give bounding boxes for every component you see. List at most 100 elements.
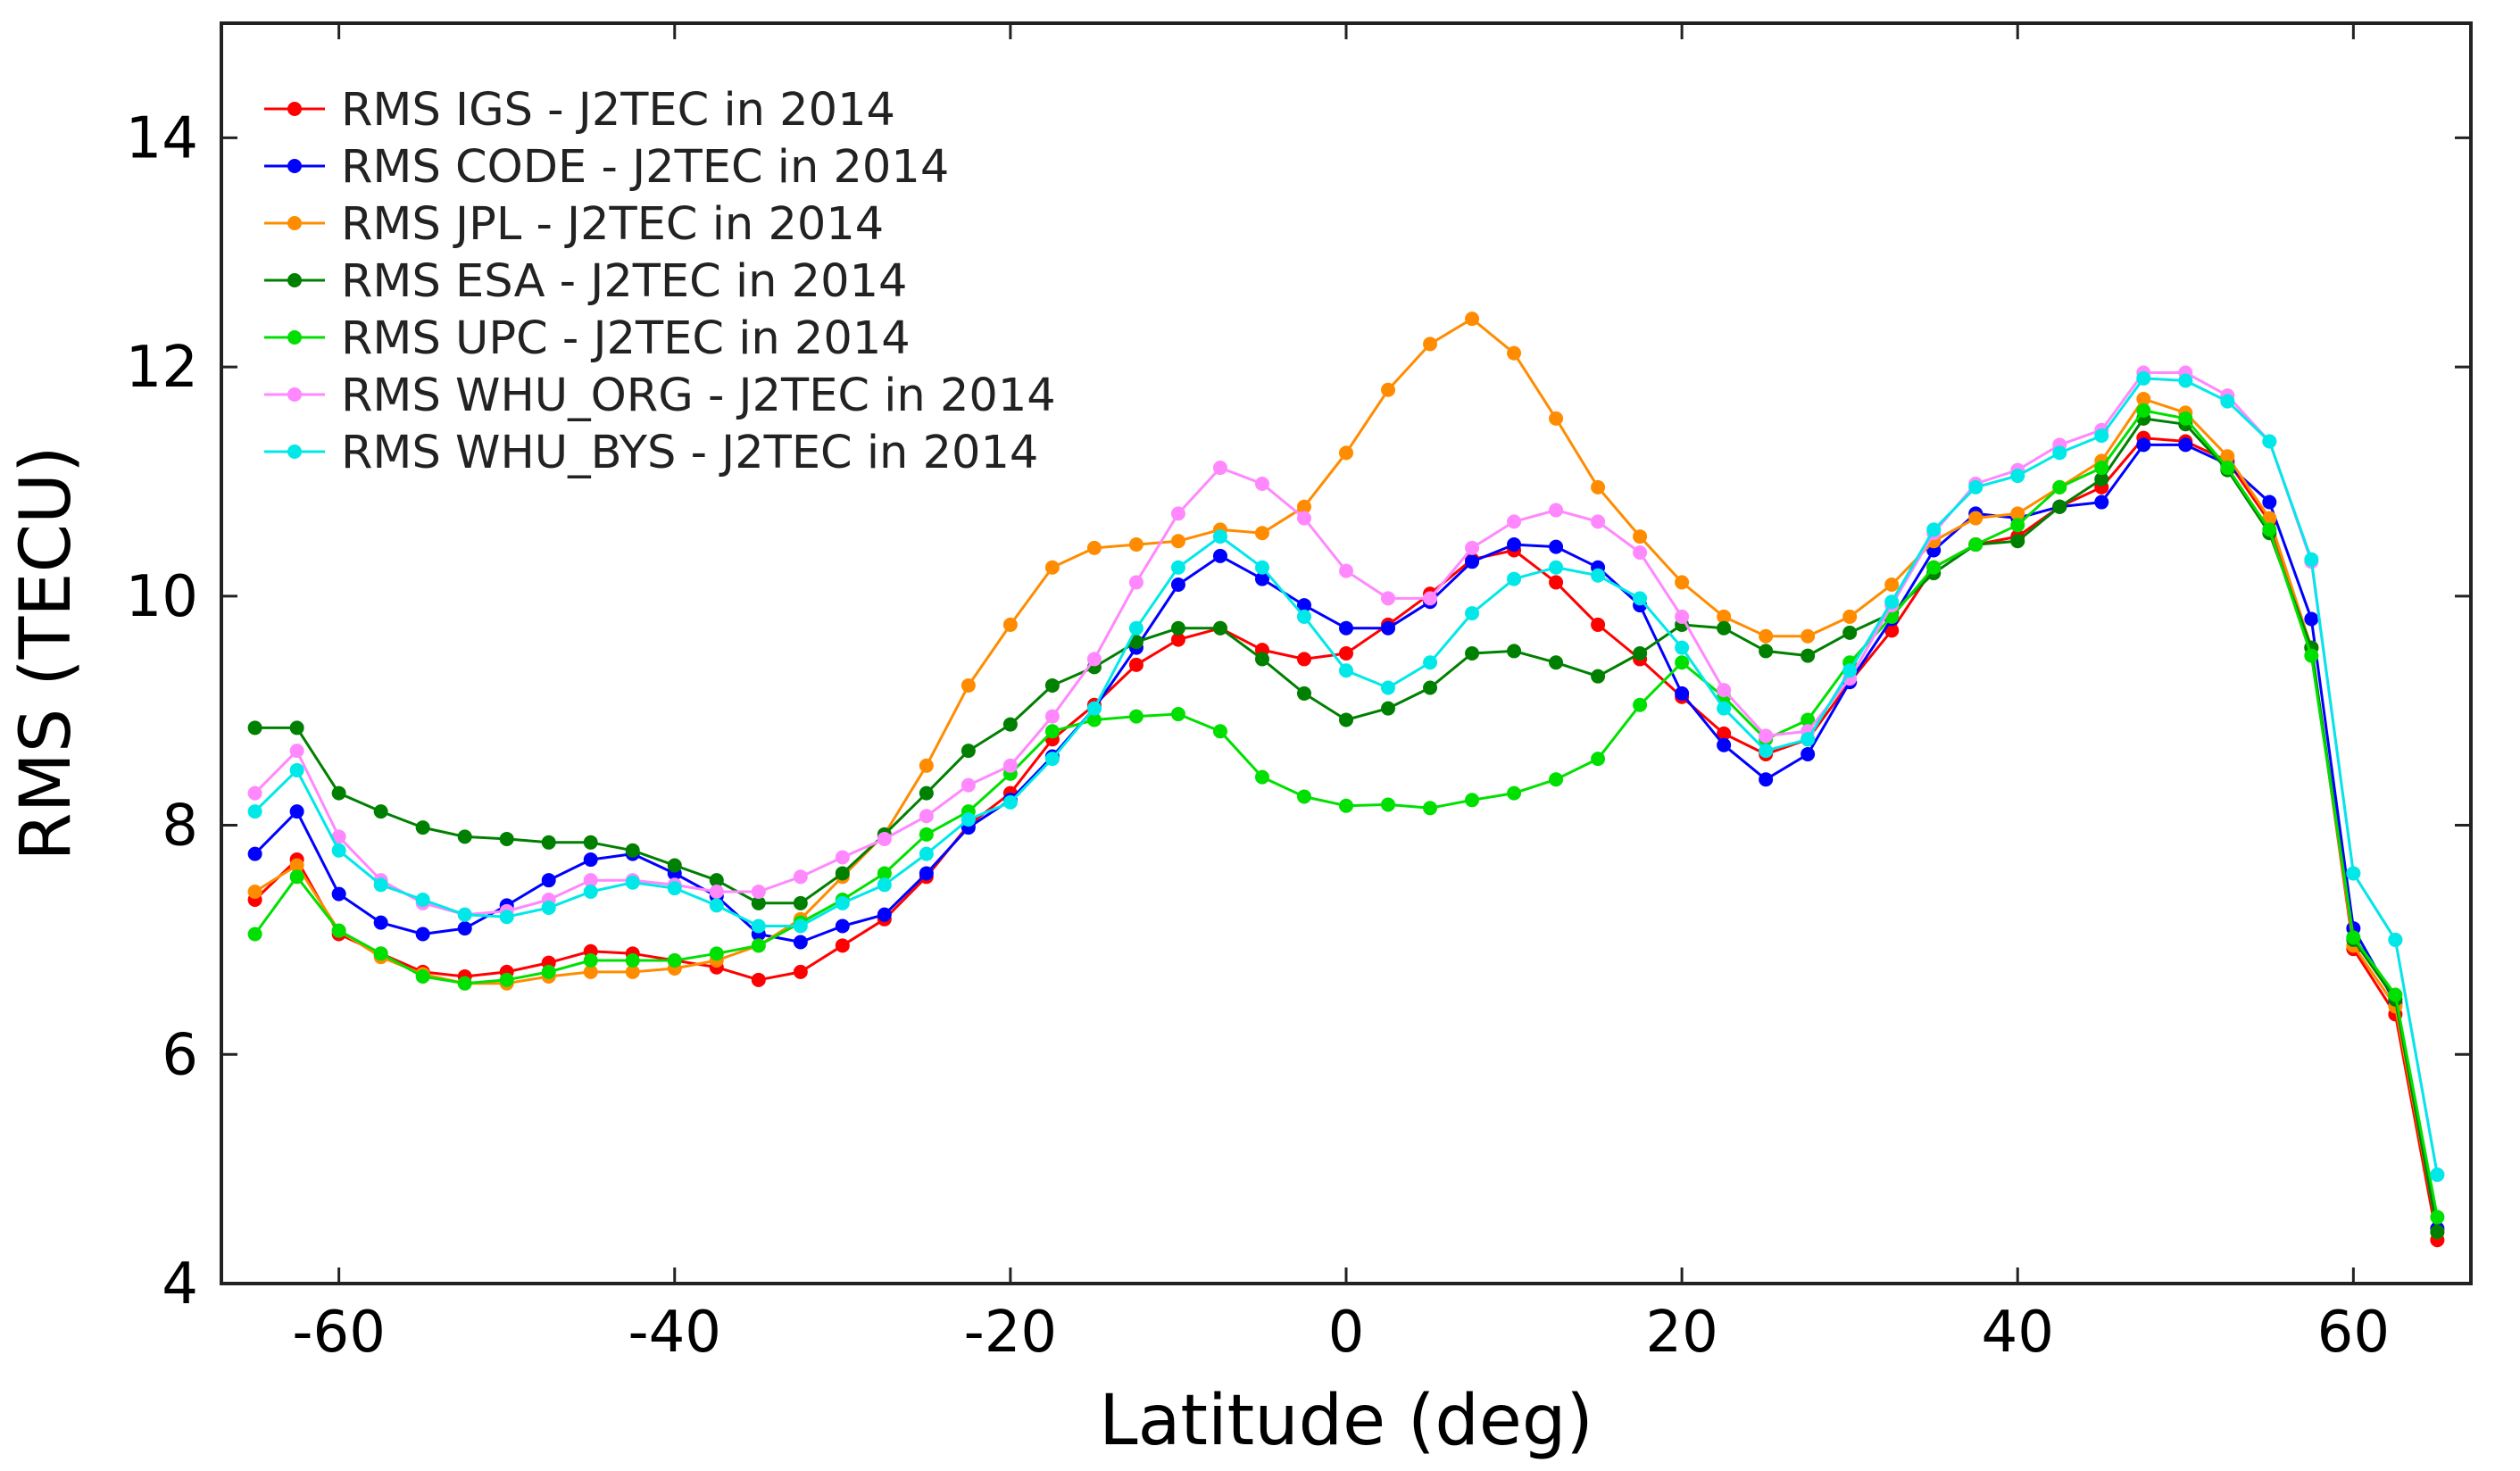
- data-point: [1591, 479, 1606, 494]
- data-point: [1254, 769, 1269, 785]
- data-point: [1465, 540, 1480, 555]
- data-point: [1465, 606, 1480, 621]
- data-point: [1339, 445, 1353, 461]
- data-point: [625, 843, 640, 858]
- data-point: [2010, 506, 2025, 521]
- data-point: [2178, 373, 2193, 388]
- data-point: [1339, 563, 1353, 578]
- data-point: [1128, 537, 1144, 553]
- data-point: [2052, 479, 2067, 494]
- data-point: [709, 946, 724, 961]
- data-point: [919, 785, 934, 801]
- data-point: [2052, 499, 2067, 514]
- data-point: [2346, 930, 2361, 945]
- data-point: [1968, 537, 1984, 553]
- data-point: [1633, 646, 1648, 661]
- x-tick-label: -20: [964, 1300, 1058, 1366]
- data-point: [1759, 772, 1774, 787]
- data-point: [1717, 609, 1732, 624]
- data-point: [1633, 529, 1648, 544]
- data-point: [1044, 724, 1060, 739]
- data-point: [625, 953, 640, 968]
- data-point: [1296, 789, 1311, 804]
- data-point: [457, 921, 472, 936]
- legend-label: RMS WHU_ORG - J2TEC in 2014: [341, 370, 1056, 422]
- data-point: [793, 935, 808, 950]
- data-point: [1675, 609, 1690, 624]
- data-point: [1842, 663, 1858, 678]
- data-point: [1086, 540, 1102, 555]
- data-point: [2220, 449, 2235, 464]
- data-point: [961, 677, 976, 693]
- data-point: [1002, 794, 1018, 810]
- data-point: [583, 852, 598, 868]
- x-axis-title: Latitude (deg): [1099, 1381, 1593, 1461]
- data-point: [2304, 648, 2319, 663]
- legend-swatch-marker: [287, 216, 302, 230]
- data-point: [919, 758, 934, 773]
- data-point: [1591, 514, 1606, 529]
- data-point: [2430, 1225, 2445, 1240]
- data-point: [2304, 611, 2319, 627]
- data-point: [919, 809, 934, 824]
- x-axis: -60 -40 -20 0 20 40 60: [292, 23, 2390, 1366]
- data-point: [709, 884, 724, 899]
- data-point: [1254, 571, 1269, 586]
- data-point: [793, 869, 808, 885]
- data-point: [1002, 758, 1018, 773]
- data-point: [961, 744, 976, 759]
- data-point: [2262, 434, 2277, 449]
- data-point: [1465, 793, 1480, 808]
- data-point: [1507, 514, 1522, 529]
- data-point: [1507, 644, 1522, 659]
- data-point: [625, 875, 640, 890]
- data-point: [1549, 560, 1564, 575]
- data-point: [2430, 1168, 2445, 1183]
- data-point: [1254, 477, 1269, 492]
- data-point: [1128, 575, 1144, 590]
- data-point: [1591, 617, 1606, 632]
- data-point: [1507, 537, 1522, 553]
- data-point: [877, 866, 892, 881]
- data-point: [583, 835, 598, 850]
- data-point: [499, 910, 514, 925]
- data-point: [2388, 987, 2403, 1002]
- legend-swatch-marker: [287, 445, 302, 459]
- data-point: [1381, 382, 1396, 397]
- data-point: [1842, 609, 1858, 624]
- data-point: [2262, 522, 2277, 537]
- data-point: [709, 873, 724, 888]
- data-point: [1675, 655, 1690, 670]
- data-point: [2136, 370, 2151, 386]
- data-point: [1801, 746, 1816, 761]
- data-point: [667, 858, 682, 873]
- data-point: [1086, 701, 1102, 716]
- data-point: [1675, 640, 1690, 655]
- legend-label: RMS WHU_BYS - J2TEC in 2014: [341, 427, 1038, 479]
- data-point: [1801, 712, 1816, 727]
- data-point: [1128, 620, 1144, 636]
- data-point: [2136, 437, 2151, 453]
- data-point: [1381, 620, 1396, 636]
- data-point: [751, 884, 766, 899]
- data-point: [1128, 657, 1144, 672]
- data-point: [1044, 560, 1060, 575]
- data-point: [583, 884, 598, 899]
- y-tick-label: 14: [126, 105, 198, 171]
- data-point: [1044, 677, 1060, 693]
- data-point: [1759, 644, 1774, 659]
- data-point: [247, 884, 262, 899]
- data-point: [1926, 560, 1942, 575]
- x-tick-label: -40: [628, 1300, 721, 1366]
- data-point: [1339, 646, 1353, 661]
- data-point: [1717, 737, 1732, 752]
- data-point: [1423, 680, 1438, 695]
- data-point: [247, 804, 262, 819]
- data-point: [1170, 534, 1185, 549]
- data-point: [247, 846, 262, 861]
- data-point: [1717, 620, 1732, 636]
- data-point: [2052, 445, 2067, 461]
- data-point: [1507, 345, 1522, 361]
- data-point: [1254, 526, 1269, 541]
- data-point: [1423, 801, 1438, 816]
